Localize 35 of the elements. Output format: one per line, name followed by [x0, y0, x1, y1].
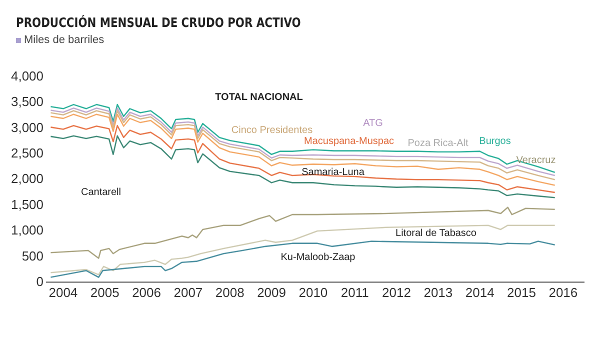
y-tick-label: 1,000: [10, 222, 44, 238]
annotation: Macuspana-Muspac: [304, 136, 394, 147]
annotation: TOTAL NACIONAL: [215, 92, 303, 103]
y-tick-label: 3,000: [10, 120, 44, 135]
chart-title: PRODUCCIÓN MENSUAL DE CRUDO POR ACTIVO: [16, 16, 301, 31]
x-tick-label: 2006: [132, 284, 161, 300]
x-tick-label: 2007: [174, 284, 203, 300]
annotation: ATG: [363, 118, 384, 129]
annotation: Litoral de Tabasco: [396, 228, 477, 239]
x-tick-label: 2009: [257, 284, 286, 300]
y-tick-label: 0: [36, 274, 44, 289]
x-tick-label: 2015: [507, 284, 536, 300]
x-tick-label: 2004: [48, 284, 78, 300]
annotation: Veracruz: [516, 154, 556, 166]
y-tick-label: 4,000: [10, 68, 44, 84]
x-tick-label: 2012: [382, 284, 411, 300]
annotation: Cinco Presidentes: [231, 124, 313, 136]
y-tick-label: 3,500: [10, 94, 44, 110]
x-tick-label: 2016: [548, 284, 578, 300]
x-tick-label: 2008: [215, 284, 244, 300]
x-tick-label: 2013: [424, 284, 453, 300]
x-tick-label: 2005: [90, 284, 120, 300]
x-tick-label: 2011: [340, 284, 369, 300]
annotation: Samaria-Luna: [302, 166, 365, 178]
annotation: Poza Rica-Alt: [408, 138, 469, 149]
y-tick-label: 2,500: [10, 145, 44, 160]
y-tick-label: 1,500: [10, 196, 44, 212]
chart-subtitle: Miles de barriles: [24, 34, 104, 46]
y-tick-label: 500: [22, 248, 44, 264]
x-tick-label: 2014: [465, 284, 494, 300]
x-tick-label: 2010: [298, 284, 328, 300]
annotation: Burgos: [479, 136, 511, 147]
annotation: Ku-Maloob-Zaap: [280, 252, 356, 263]
y-tick-label: 2,000: [10, 171, 44, 186]
annotation: Cantarell: [80, 186, 122, 198]
